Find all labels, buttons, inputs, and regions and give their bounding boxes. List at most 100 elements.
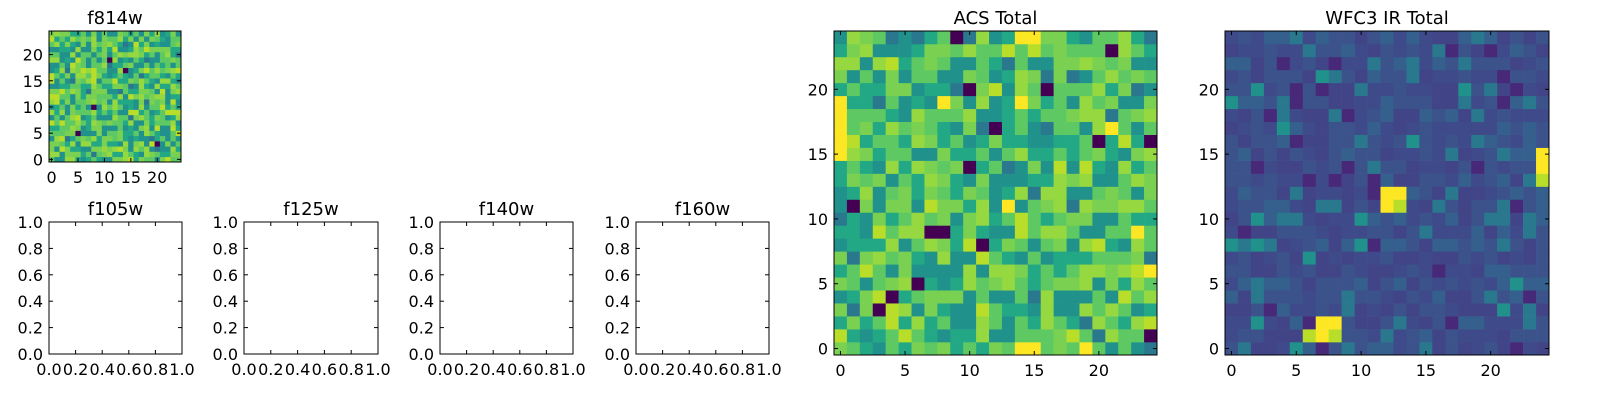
heatmap-cell	[144, 99, 150, 105]
heatmap-cell	[1341, 238, 1355, 252]
heatmap-cell	[64, 99, 71, 105]
heatmap-cell	[1523, 108, 1537, 123]
heatmap-cell	[1263, 186, 1278, 200]
heatmap-cell	[1289, 290, 1304, 304]
heatmap-cell	[117, 51, 124, 58]
heatmap-cell	[1536, 121, 1550, 135]
heatmap-cell	[1237, 31, 1252, 45]
heatmap-cell	[885, 342, 899, 356]
heatmap-cell	[1001, 121, 1016, 135]
heatmap-cell	[159, 114, 166, 121]
heatmap-cell	[846, 264, 861, 278]
heatmap-cell	[1510, 134, 1524, 148]
heatmap-cell	[144, 146, 150, 152]
heatmap-cell	[1040, 264, 1054, 278]
heatmap-cell	[937, 329, 951, 343]
heatmap-cell	[1315, 82, 1329, 97]
heatmap-cell	[80, 135, 87, 142]
heatmap-cell	[1079, 147, 1093, 161]
heatmap-cell	[846, 303, 861, 317]
heatmap-cell	[1393, 199, 1407, 213]
heatmap-cell	[1341, 212, 1355, 226]
y-tick-label: 0.4	[605, 292, 630, 311]
heatmap-cell	[64, 41, 71, 48]
heatmap-cell	[911, 251, 925, 265]
x-tick-label: 0.4	[480, 360, 505, 379]
heatmap-cell	[1315, 186, 1329, 200]
heatmap-cell	[101, 146, 108, 152]
heatmap-cell	[1066, 56, 1080, 71]
heatmap-cell	[64, 46, 71, 53]
heatmap-cell	[834, 95, 848, 110]
heatmap-cell	[49, 83, 55, 89]
heatmap-cell	[834, 69, 848, 84]
heatmap-cell	[64, 51, 71, 58]
heatmap-cell	[1092, 160, 1106, 174]
heatmap-cell	[1510, 342, 1524, 356]
y-tick-label: 15	[1199, 145, 1219, 164]
y-tick-label: 0.0	[18, 345, 43, 364]
heatmap-cell	[1354, 316, 1368, 330]
heatmap-cell	[1027, 329, 1042, 343]
heatmap-cell	[1406, 186, 1420, 200]
heatmap-cell	[1001, 225, 1016, 239]
heatmap-cell	[154, 120, 161, 126]
heatmap-cell	[75, 114, 81, 121]
heatmap-cell	[1092, 264, 1106, 278]
heatmap-cell	[170, 151, 177, 158]
heatmap-cell	[1131, 303, 1145, 317]
heatmap-cell	[1040, 277, 1054, 291]
heatmap-cell	[80, 151, 87, 158]
heatmap-cell	[1144, 264, 1158, 278]
heatmap-cell	[149, 146, 155, 152]
heatmap-cell	[1523, 147, 1537, 161]
y-tick-label: 10	[1199, 210, 1219, 229]
x-tick-label: 0.8	[143, 360, 168, 379]
heatmap-cell	[1458, 329, 1472, 343]
heatmap-cell	[80, 72, 87, 79]
heatmap-cell	[963, 43, 977, 58]
heatmap-cell	[59, 51, 66, 58]
heatmap-cell	[859, 31, 874, 45]
heatmap-cell	[75, 51, 81, 58]
heatmap-cell	[1367, 329, 1381, 343]
heatmap-cell	[107, 146, 113, 152]
heatmap-cell	[117, 151, 124, 158]
x-tick-label: 1.0	[756, 360, 781, 379]
heatmap-cell	[1289, 329, 1304, 343]
heatmap-cell	[128, 125, 134, 131]
heatmap-cell	[1315, 225, 1329, 239]
heatmap-cell	[989, 134, 1003, 148]
heatmap-cell	[924, 212, 938, 226]
heatmap-cell	[898, 225, 912, 239]
heatmap-cell	[1510, 173, 1524, 187]
heatmap-cell	[1445, 160, 1459, 174]
heatmap-cell	[872, 95, 886, 110]
heatmap-cell	[1092, 43, 1106, 58]
heatmap-cell	[1380, 199, 1394, 213]
heatmap-cell	[1237, 108, 1252, 123]
heatmap-cell	[128, 46, 134, 53]
heatmap-cell	[1289, 303, 1304, 317]
heatmap-cell	[1484, 264, 1498, 278]
heatmap-cell	[1263, 329, 1278, 343]
heatmap-cell	[1105, 95, 1119, 110]
heatmap-cell	[1471, 225, 1485, 239]
heatmap-cell	[1092, 342, 1106, 356]
heatmap-cell	[96, 114, 103, 121]
heatmap-cell	[859, 251, 874, 265]
heatmap-cell	[976, 212, 990, 226]
heatmap-cell	[70, 46, 76, 53]
heatmap-cell	[1471, 290, 1485, 304]
heatmap-cell	[911, 31, 925, 45]
heatmap-cell	[1079, 160, 1093, 174]
heatmap-cell	[133, 72, 140, 79]
y-tick-label: 1.0	[605, 213, 630, 232]
heatmap-cell	[75, 130, 81, 137]
heatmap-cell	[1027, 212, 1042, 226]
heatmap-cell	[1497, 290, 1511, 304]
heatmap-cell	[1092, 303, 1106, 317]
heatmap-cell	[159, 146, 166, 152]
heatmap-cell	[1027, 56, 1042, 71]
heatmap-cell	[1263, 108, 1278, 123]
